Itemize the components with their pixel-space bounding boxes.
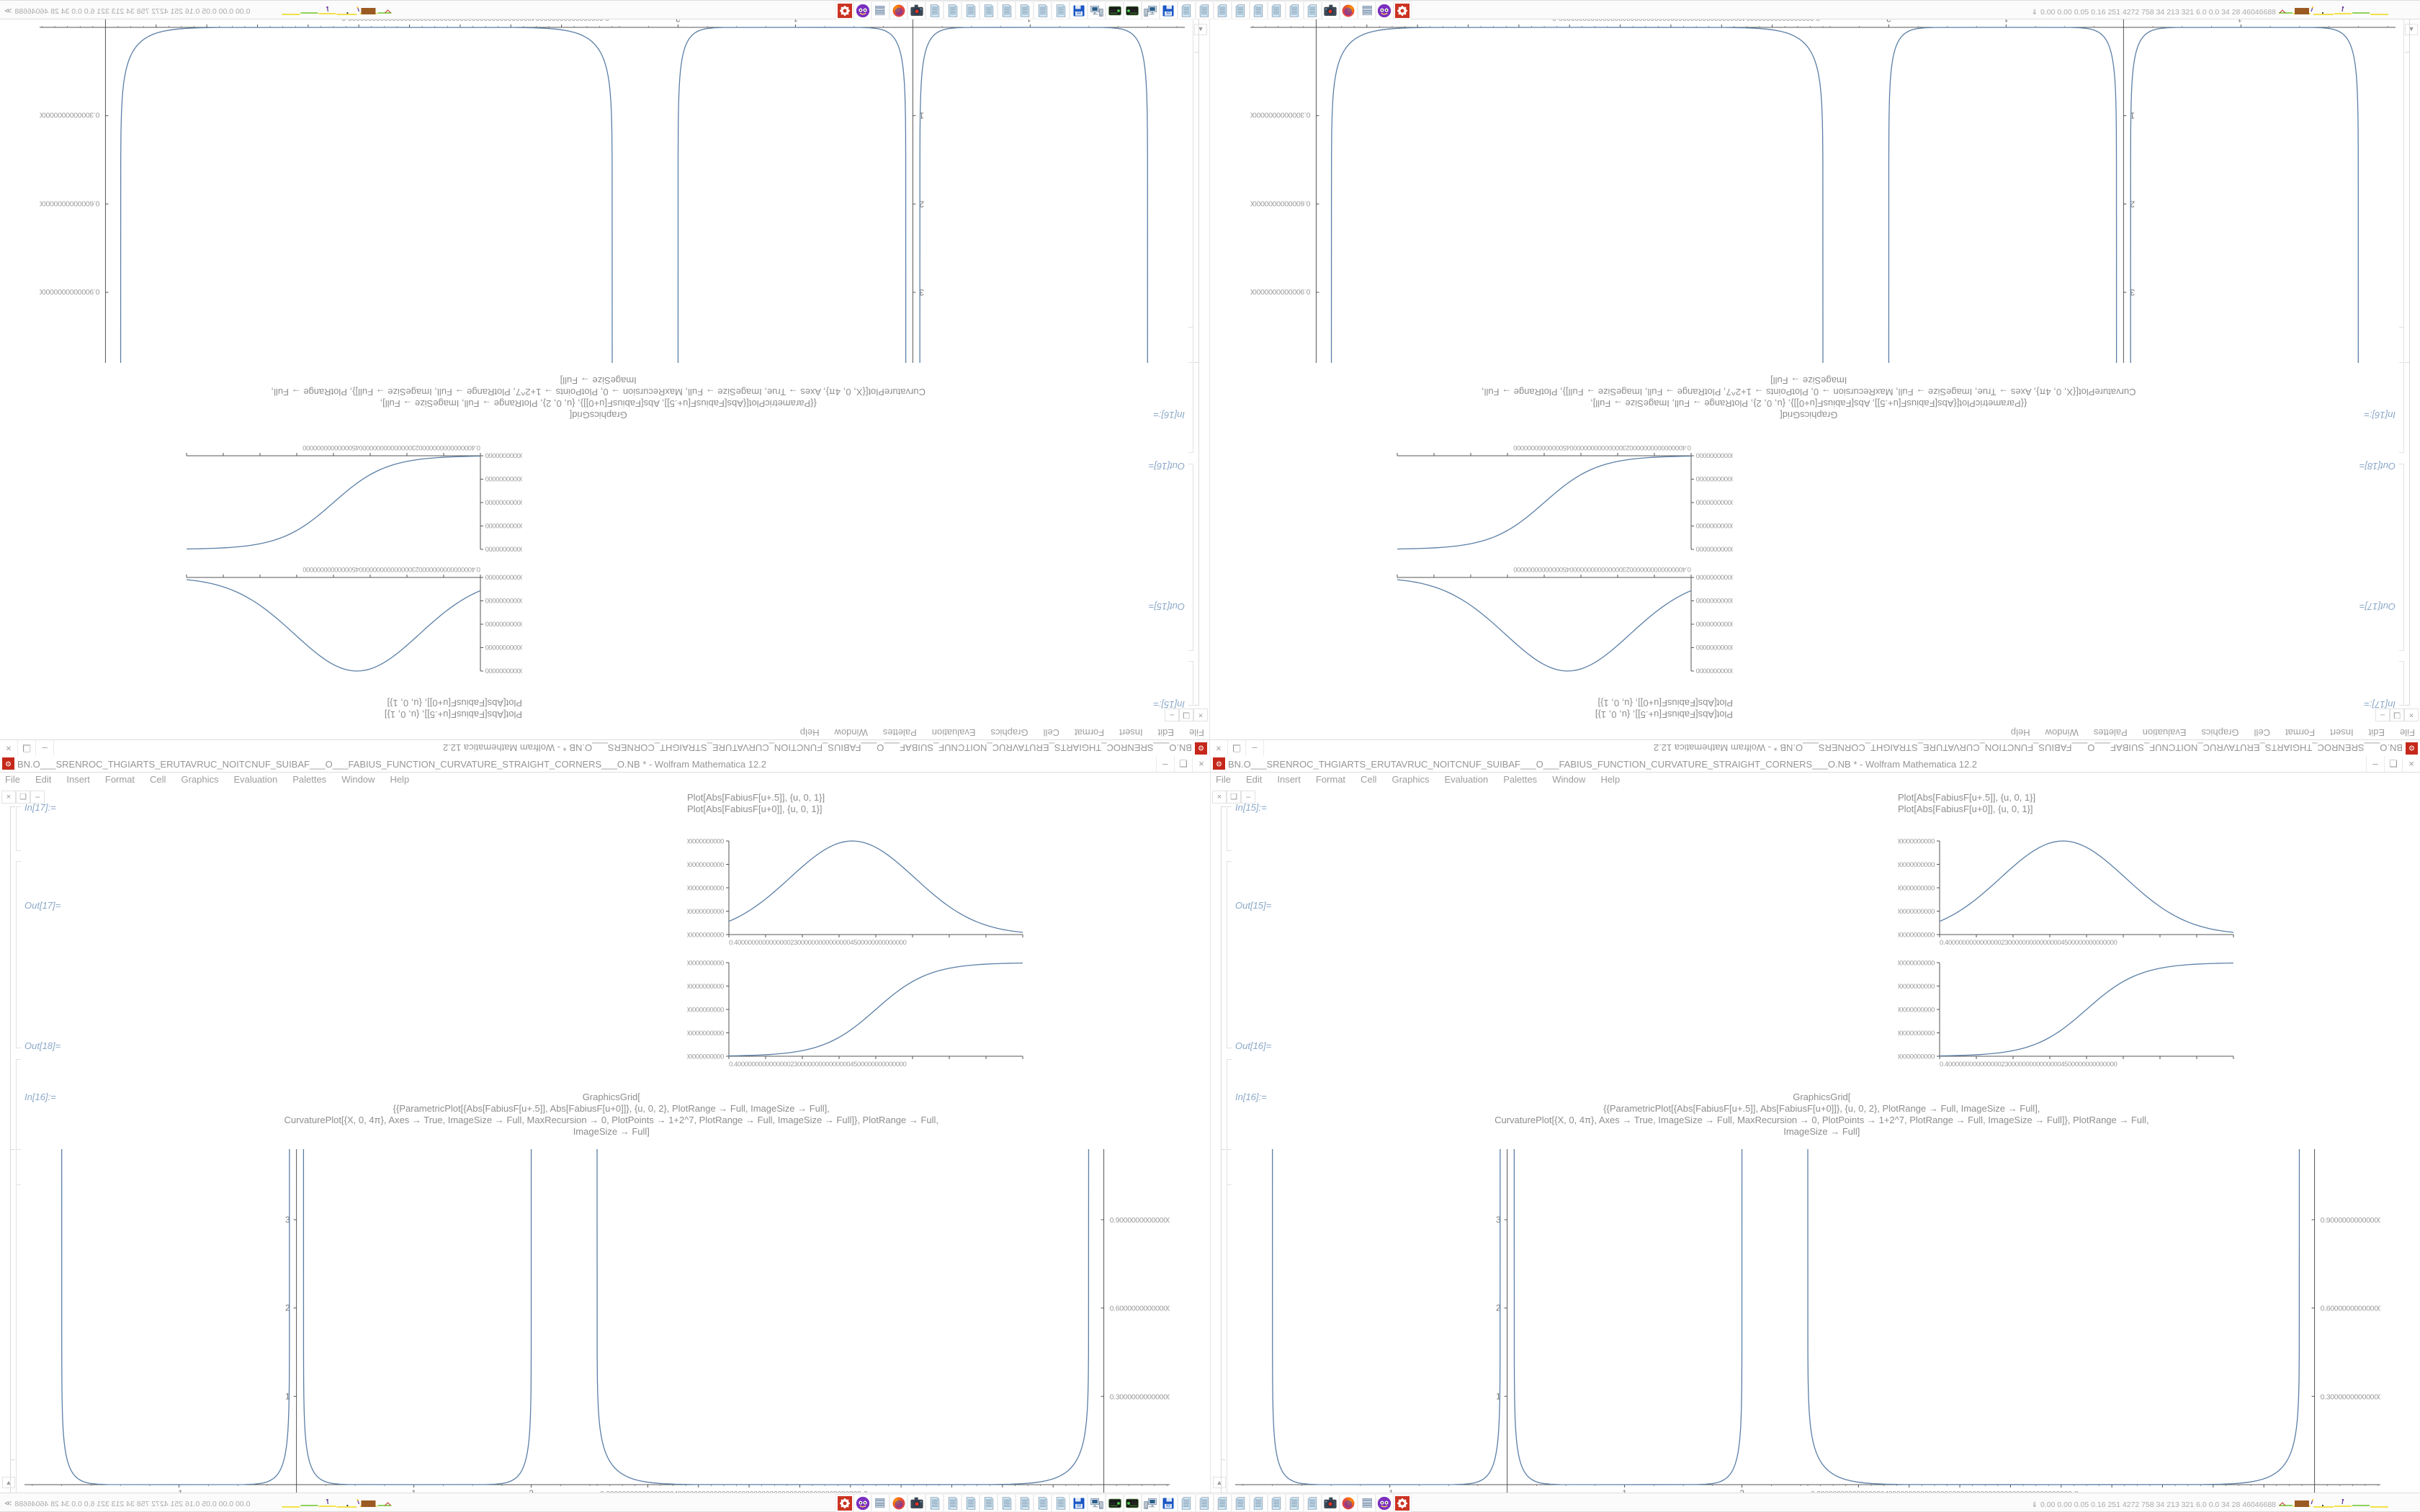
svg-text:0.600000000000: 0.600000000000	[687, 932, 724, 940]
svg-text:⚙: ⚙	[1216, 760, 1222, 768]
svg-text:1.000000000000: 1.000000000000	[1898, 838, 1935, 846]
svg-text:0.4000000000000000230000000000: 0.40000000000000002300000000000000045000…	[729, 1061, 907, 1068]
svg-text:0.900000000000: 0.900000000000	[1898, 861, 1935, 869]
svg-text:0.800000000000: 0.800000000000	[687, 885, 724, 893]
svg-text:64: 64	[1167, 12, 1171, 16]
svg-text:0.600000000000: 0.600000000000	[687, 1007, 724, 1014]
svg-text:0.800000000000: 0.800000000000	[1898, 885, 1935, 893]
svg-text:0.4000000000000000230000000000: 0.40000000000000002300000000000000045000…	[1513, 444, 1691, 451]
svg-text:0.800000000000: 0.800000000000	[1898, 983, 1935, 991]
svg-text:0.700000000000: 0.700000000000	[485, 596, 522, 604]
svg-text:0.600000000000000: 0.600000000000000	[2321, 1305, 2380, 1313]
svg-text:64: 64	[1077, 12, 1081, 16]
svg-text:0.300000000000000: 0.300000000000000	[1110, 1392, 1170, 1401]
svg-text:1.000000000000: 1.000000000000	[1898, 960, 1935, 968]
svg-text:⚙: ⚙	[2408, 744, 2415, 752]
svg-text:0.900000000000000: 0.900000000000000	[1250, 287, 1310, 296]
svg-text:0.800000000000: 0.800000000000	[1696, 521, 1733, 529]
svg-text:0.4000000000000000230000000000: 0.40000000000000002300000000000000045000…	[729, 939, 907, 947]
svg-text:0.400000000000: 0.400000000000	[1696, 474, 1733, 482]
svg-text:0.4000000000000000230000000000: 0.40000000000000002300000000000000045000…	[1940, 939, 2118, 947]
svg-text:0.600000000000: 0.600000000000	[1898, 1007, 1935, 1014]
svg-text:0.600000000000000: 0.600000000000000	[1110, 1305, 1170, 1313]
svg-text:0.900000000000000: 0.900000000000000	[1110, 1216, 1170, 1225]
svg-text:0.200000000000: 0.200000000000	[485, 451, 522, 459]
svg-text:0.700000000000: 0.700000000000	[687, 908, 724, 916]
svg-text:1.000000000000: 1.000000000000	[485, 545, 522, 553]
svg-text:0.4000000000000000230000000000: 0.40000000000000002300000000000000045000…	[302, 444, 480, 451]
svg-text:0.800000000000: 0.800000000000	[1696, 620, 1733, 628]
svg-text:0.300000000000000: 0.300000000000000	[1250, 111, 1310, 120]
svg-text:0.800000000000: 0.800000000000	[687, 983, 724, 991]
svg-text:1.000000000000: 1.000000000000	[1696, 667, 1733, 675]
svg-text:⚙: ⚙	[1198, 744, 1204, 752]
svg-text:0.800000000000: 0.800000000000	[485, 620, 522, 628]
svg-text:0.300000000000000: 0.300000000000000	[2321, 1392, 2380, 1401]
svg-text:0.700000000000: 0.700000000000	[1898, 908, 1935, 916]
svg-text:0.600000000000: 0.600000000000	[1696, 498, 1733, 506]
svg-text:0.900000000000: 0.900000000000	[485, 643, 522, 651]
svg-text:0.4000000000000000230000000000: 0.40000000000000002300000000000000045000…	[302, 565, 480, 573]
svg-text:0.600000000000000: 0.600000000000000	[1250, 199, 1310, 207]
svg-text:0.700000000000: 0.700000000000	[1696, 596, 1733, 604]
svg-text:0.900000000000: 0.900000000000	[687, 861, 724, 869]
svg-text:1.000000000000: 1.000000000000	[687, 838, 724, 846]
svg-text:0.900000000000: 0.900000000000	[1696, 643, 1733, 651]
svg-text:0.800000000000: 0.800000000000	[485, 521, 522, 529]
svg-text:0.900000000000000: 0.900000000000000	[2321, 1216, 2380, 1225]
svg-text:⚙: ⚙	[5, 760, 12, 768]
svg-text:64: 64	[1167, 1504, 1171, 1508]
svg-text:1.000000000000: 1.000000000000	[485, 667, 522, 675]
svg-text:0.300000000000000: 0.300000000000000	[40, 111, 99, 120]
svg-text:0.200000000000: 0.200000000000	[1898, 1053, 1935, 1061]
svg-text:0.600000000000: 0.600000000000	[485, 498, 522, 506]
svg-text:0.200000000000: 0.200000000000	[1696, 451, 1733, 459]
svg-text:0.200000000000: 0.200000000000	[687, 1053, 724, 1061]
svg-text:1.000000000000: 1.000000000000	[1696, 545, 1733, 553]
svg-text:0.400000000000: 0.400000000000	[1898, 1030, 1935, 1038]
svg-text:0.600000000000000: 0.600000000000000	[40, 199, 99, 207]
svg-text:1.000000000000: 1.000000000000	[687, 960, 724, 968]
svg-text:0.600000000000: 0.600000000000	[485, 573, 522, 581]
svg-text:0.600000000000: 0.600000000000	[1898, 932, 1935, 940]
svg-text:0.600000000000: 0.600000000000	[1696, 573, 1733, 581]
svg-text:0.900000000000000: 0.900000000000000	[40, 287, 99, 296]
svg-text:0.400000000000: 0.400000000000	[485, 474, 522, 482]
svg-text:0.400000000000: 0.400000000000	[687, 1030, 724, 1038]
svg-text:0.4000000000000000230000000000: 0.40000000000000002300000000000000045000…	[1513, 565, 1691, 573]
svg-text:0.4000000000000000230000000000: 0.40000000000000002300000000000000045000…	[1940, 1061, 2118, 1068]
svg-text:64: 64	[1077, 1504, 1081, 1508]
